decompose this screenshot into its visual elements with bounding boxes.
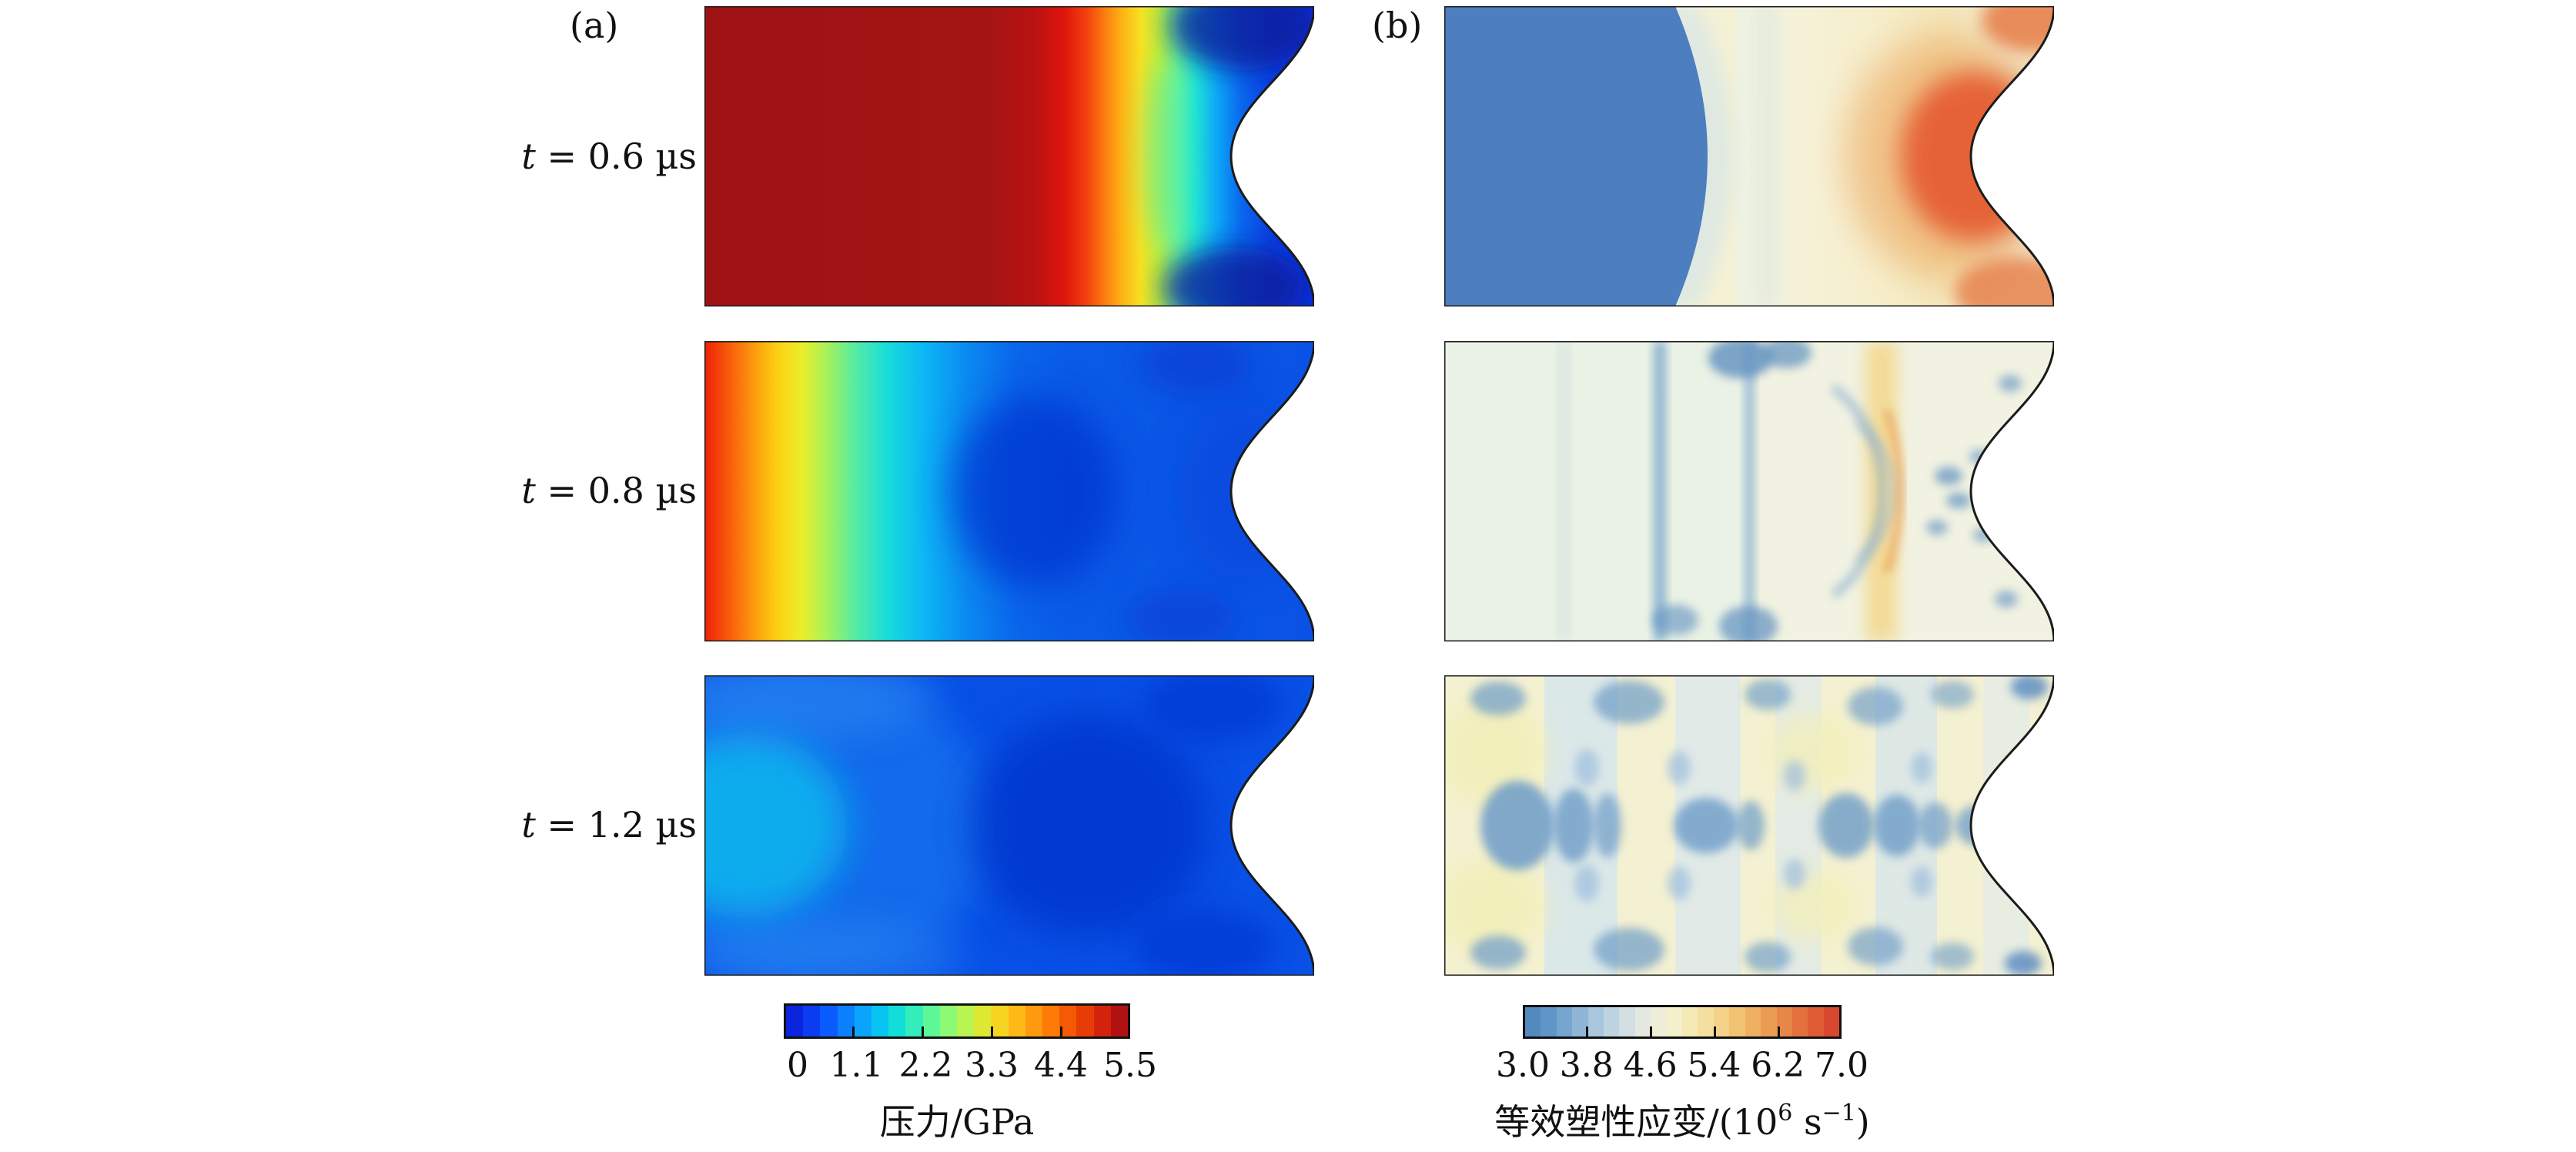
- colorbar-segment: [820, 1006, 838, 1036]
- strain-colorbar-tick: [1778, 1026, 1780, 1037]
- pressure-colorbar-ticklabels: 0 1.1 2.2 3.3 4.4 5.5: [784, 1044, 1157, 1087]
- tick-label: 4.6: [1623, 1046, 1678, 1085]
- colorbar-segment: [974, 1006, 992, 1036]
- colorbar-segment: [1025, 1006, 1043, 1036]
- colorbar-segment: [854, 1006, 872, 1036]
- tick-label: 4.4: [1034, 1046, 1088, 1085]
- colorbar-segment: [1556, 1007, 1573, 1036]
- colorbar-segment: [957, 1006, 975, 1036]
- time-value: = 0.6 µs: [535, 136, 697, 177]
- colorbar-segment: [1619, 1007, 1635, 1036]
- colorbar-segment: [803, 1006, 821, 1036]
- colorbar-segment: [1093, 1006, 1111, 1036]
- colorbar-segment: [1525, 1007, 1541, 1036]
- pressure-colorbar-tick: [922, 1026, 924, 1037]
- colorbar-segment: [1823, 1007, 1840, 1036]
- strain-colorbar-ticklabels: 3.0 3.8 4.6 5.4 6.2 7.0: [1496, 1044, 1868, 1087]
- tick-label: 3.8: [1559, 1046, 1614, 1085]
- strain-axis-label-inverse-exponent: −1: [1822, 1100, 1856, 1127]
- tick-label: 2.2: [898, 1046, 953, 1085]
- strain-colorbar-tick: [1714, 1026, 1716, 1037]
- colorbar-segment: [1666, 1007, 1683, 1036]
- colorbar-segment: [1651, 1007, 1667, 1036]
- colorbar-segment: [1808, 1007, 1824, 1036]
- colorbar-segment: [786, 1006, 804, 1036]
- time-variable: t: [521, 804, 536, 846]
- pressure-colorbar-tick: [852, 1026, 855, 1037]
- tick-label: 1.1: [829, 1046, 884, 1085]
- strain-map-t1.2: [1444, 675, 2054, 976]
- strain-axis-label-prefix: 等效塑性应变/(10: [1494, 1101, 1778, 1143]
- tick-label: 5.5: [1103, 1046, 1157, 1085]
- strain-colorbar-tick: [1650, 1026, 1652, 1037]
- tick-label: 5.4: [1687, 1046, 1741, 1085]
- strain-colorbar: [1523, 1005, 1842, 1039]
- tick-label: 3.0: [1496, 1046, 1550, 1085]
- time-variable: t: [521, 136, 536, 177]
- colorbar-segment: [1587, 1007, 1604, 1036]
- colorbar-segment: [1110, 1006, 1129, 1036]
- colorbar-segment: [1042, 1006, 1060, 1036]
- panel-a-label: (a): [570, 5, 619, 46]
- tick-label: 3.3: [965, 1046, 1019, 1085]
- colorbar-segment: [1682, 1007, 1698, 1036]
- strain-axis-label-suffix: ): [1855, 1101, 1870, 1143]
- colorbar-segment: [1059, 1006, 1077, 1036]
- time-label-row1: t = 0.6 µs: [427, 134, 697, 179]
- colorbar-segment: [1604, 1007, 1620, 1036]
- colorbar-segment: [1634, 1007, 1651, 1036]
- colorbar-segment: [1713, 1007, 1730, 1036]
- strain-axis-label: 等效塑性应变/(106 s−1): [1494, 1100, 1870, 1150]
- colorbar-segment: [871, 1006, 889, 1036]
- pressure-map-t0.6: [704, 6, 1314, 306]
- colorbar-segment: [1698, 1007, 1714, 1036]
- colorbar-segment: [991, 1006, 1009, 1036]
- strain-map-t0.8: [1444, 341, 2054, 641]
- time-value: = 1.2 µs: [535, 804, 697, 846]
- pressure-colorbar: [784, 1003, 1130, 1039]
- colorbar-segment: [1745, 1007, 1761, 1036]
- colorbar-segment: [1541, 1007, 1557, 1036]
- colorbar-segment: [1776, 1007, 1792, 1036]
- time-variable: t: [521, 470, 536, 511]
- colorbar-segment: [837, 1006, 855, 1036]
- pressure-colorbar-tick: [991, 1026, 993, 1037]
- pressure-colorbar-tick: [1060, 1026, 1062, 1037]
- colorbar-segment: [939, 1006, 958, 1036]
- colorbar-segment: [922, 1006, 940, 1036]
- colorbar-segment: [905, 1006, 923, 1036]
- colorbar-segment: [1791, 1007, 1808, 1036]
- pressure-axis-label: 压力/GPa: [879, 1101, 1035, 1143]
- colorbar-segment: [1008, 1006, 1025, 1036]
- colorbar-segment: [1572, 1007, 1588, 1036]
- strain-map-t0.6: [1444, 6, 2054, 306]
- time-label-row3: t = 1.2 µs: [427, 802, 697, 847]
- tick-label: 6.2: [1751, 1046, 1805, 1085]
- time-value: = 0.8 µs: [535, 470, 697, 511]
- tick-label: 7.0: [1815, 1046, 1868, 1085]
- panel-b-label: (b): [1372, 5, 1423, 46]
- tick-label: 0: [787, 1046, 808, 1085]
- pressure-map-t0.8: [704, 341, 1314, 641]
- strain-axis-label-mid: s: [1792, 1101, 1822, 1143]
- colorbar-segment: [1729, 1007, 1745, 1036]
- strain-colorbar-tick: [1586, 1026, 1588, 1037]
- colorbar-segment: [1076, 1006, 1094, 1036]
- pressure-map-t1.2: [704, 675, 1314, 976]
- colorbar-segment: [1761, 1007, 1777, 1036]
- time-label-row2: t = 0.8 µs: [427, 468, 697, 513]
- strain-axis-label-exponent: 6: [1778, 1100, 1793, 1127]
- colorbar-segment: [888, 1006, 906, 1036]
